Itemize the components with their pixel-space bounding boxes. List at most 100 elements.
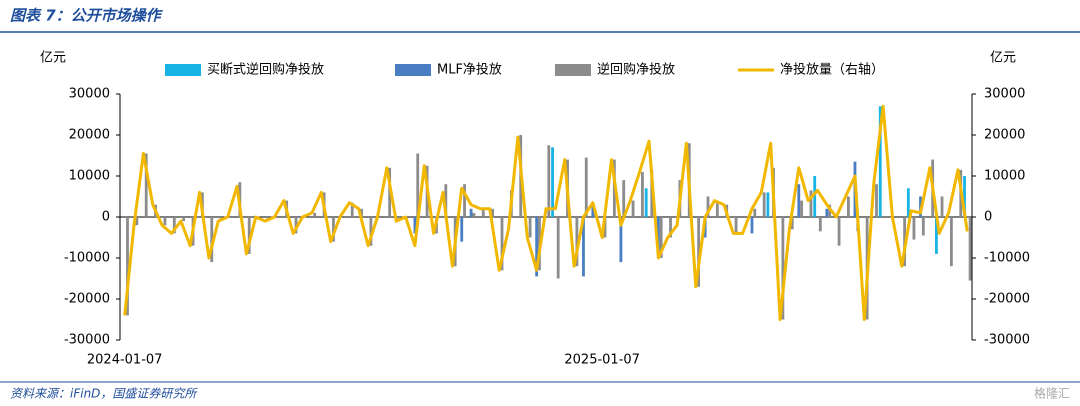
bar (416, 153, 420, 217)
bar (669, 217, 672, 238)
bar (360, 208, 363, 217)
y-tick-label: 20000 (69, 128, 110, 143)
y2-tick-label: 0 (984, 210, 992, 225)
bar (809, 190, 813, 217)
y-tick-label: 0 (102, 210, 110, 225)
legend-label: 买断式逆回购净投放 (207, 62, 324, 78)
bar (547, 145, 551, 217)
y2-tick-label: 10000 (984, 169, 1025, 184)
legend-swatch (555, 64, 591, 76)
bar (584, 157, 588, 217)
y2-axis-unit: 亿元 (990, 51, 1016, 66)
bar (706, 196, 710, 217)
bar (126, 217, 129, 316)
bar (172, 217, 176, 234)
bar (444, 184, 448, 217)
bar (582, 217, 585, 277)
y2-tick-label: 20000 (984, 128, 1025, 143)
bar (631, 200, 635, 217)
bar (715, 200, 719, 217)
bar (500, 217, 504, 271)
bar (528, 217, 532, 238)
bar (766, 192, 770, 217)
bar (144, 153, 148, 217)
bar (491, 208, 495, 217)
bar (940, 196, 944, 217)
bar (847, 196, 850, 217)
y2-tick-label: -10000 (984, 251, 1030, 266)
bar (750, 217, 754, 234)
bar (460, 217, 464, 242)
legend-swatch (165, 64, 201, 76)
y-tick-label: -20000 (64, 292, 110, 307)
bar (535, 217, 539, 277)
y-tick-label: 10000 (69, 169, 110, 184)
y2-tick-label: -20000 (984, 292, 1030, 307)
bar (247, 217, 251, 254)
bar (575, 217, 579, 267)
bar (591, 204, 595, 217)
bar (619, 217, 623, 263)
legend-label: 逆回购净投放 (597, 62, 675, 78)
bar (463, 184, 466, 217)
bar (906, 188, 910, 217)
bar (753, 208, 757, 217)
bar (963, 176, 966, 217)
bar (878, 106, 882, 217)
bar (762, 192, 766, 217)
bar (734, 217, 738, 234)
bar (797, 184, 801, 217)
y-tick-label: -30000 (64, 333, 110, 348)
legend-label: 净投放量（右轴） (780, 62, 884, 78)
bar (294, 217, 298, 234)
watermark: 格隆汇 (1034, 386, 1070, 401)
x-tick-label: 2024-01-07 (87, 353, 163, 368)
bar (350, 202, 354, 217)
bar (369, 217, 373, 246)
bar (697, 217, 701, 287)
bar (413, 217, 417, 234)
bar (641, 171, 644, 217)
bar (313, 212, 317, 217)
bar (781, 217, 785, 320)
bar (622, 180, 626, 217)
bar (790, 217, 794, 230)
bar (135, 217, 139, 226)
bar (182, 217, 186, 222)
y2-tick-label: -30000 (984, 333, 1030, 348)
bar (659, 217, 663, 258)
bar (210, 217, 214, 263)
bar (935, 217, 938, 254)
x-tick-label: 2025-01-07 (564, 353, 640, 368)
bar (656, 217, 660, 258)
bar (825, 208, 829, 217)
bar (800, 200, 804, 217)
line (123, 104, 969, 321)
bar (481, 208, 485, 217)
bar (472, 212, 476, 217)
legend-swatch (395, 64, 431, 76)
bar (469, 208, 473, 217)
bar (912, 217, 916, 240)
bar (875, 184, 878, 217)
y-axis-unit: 亿元 (40, 51, 66, 66)
source-note: 资料来源：iFinD，国盛证券研究所 (10, 387, 198, 401)
bar (163, 217, 167, 226)
y-tick-label: 30000 (69, 87, 110, 102)
bar (968, 217, 972, 281)
bar (949, 217, 953, 267)
y2-tick-label: 30000 (984, 87, 1025, 102)
chart-title: 图表 7：公开市场操作 (10, 7, 164, 25)
bar (332, 217, 335, 242)
legend-label: MLF净投放 (437, 62, 502, 78)
bar (644, 188, 648, 217)
bar (556, 217, 560, 279)
bar (921, 217, 925, 236)
y-tick-label: -10000 (64, 251, 110, 266)
bar (813, 176, 817, 217)
bar (837, 217, 841, 246)
bar (551, 147, 554, 217)
bar (603, 217, 607, 238)
